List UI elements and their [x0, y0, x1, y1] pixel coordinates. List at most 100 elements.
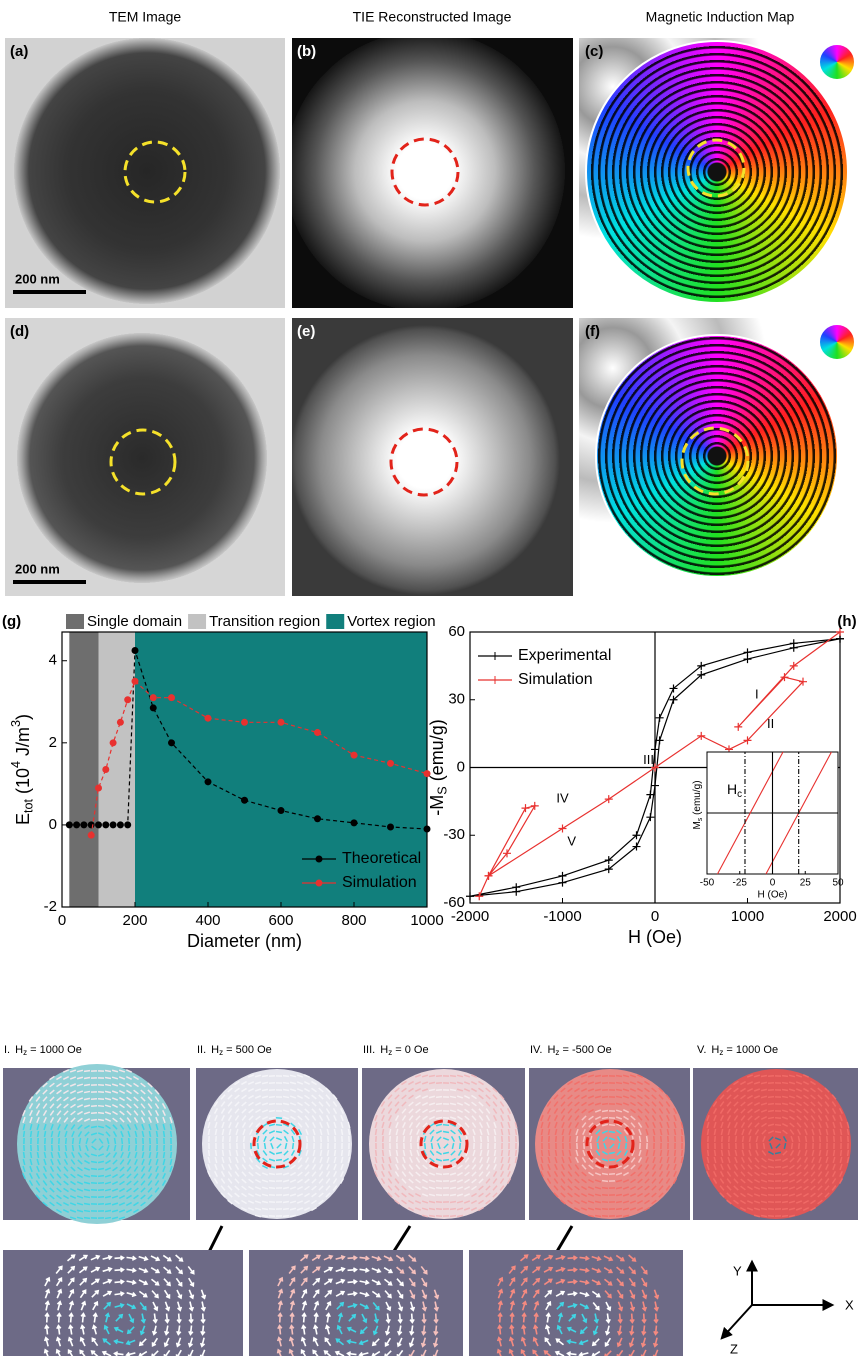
- field-arrow: [118, 1090, 126, 1094]
- field-arrow: [644, 1206, 650, 1212]
- field-arrow: [408, 1185, 414, 1191]
- field-arrow: [234, 1108, 240, 1114]
- field-arrow: [591, 1267, 602, 1274]
- field-arrow: [97, 1160, 105, 1164]
- field-arrow: [69, 1202, 77, 1206]
- field-arrow: [71, 1151, 75, 1159]
- field-arrow: [616, 1244, 624, 1249]
- field-arrow: [241, 1108, 247, 1114]
- field-arrow: [788, 1102, 796, 1106]
- field-arrow: [83, 1181, 91, 1185]
- field-arrow: [719, 1185, 725, 1191]
- field-arrow: [126, 1166, 132, 1172]
- field-arrow: [282, 1074, 290, 1078]
- panel-label: (h): [837, 613, 856, 630]
- field-arrow: [706, 1121, 710, 1129]
- field-arrow: [126, 1194, 132, 1200]
- field-arrow: [289, 1288, 296, 1299]
- field-arrow: [838, 1178, 844, 1184]
- simulation-label: III. Hz = 0 Oe: [363, 1044, 429, 1057]
- field-arrow: [458, 1135, 462, 1143]
- field-arrow: [69, 1083, 77, 1087]
- field-arrow: [254, 1095, 262, 1099]
- label-part: H: [211, 1044, 219, 1056]
- field-arrow: [824, 1114, 830, 1122]
- field-arrow: [567, 1087, 573, 1093]
- field-arrow: [335, 1338, 345, 1346]
- field-arrow: [450, 1157, 456, 1163]
- field-arrow: [651, 1101, 657, 1107]
- field-arrow: [415, 1101, 421, 1107]
- region-label: Single domain: [87, 613, 182, 630]
- field-arrow: [56, 1208, 62, 1214]
- field-arrow: [464, 1115, 470, 1121]
- field-arrow: [36, 1151, 40, 1159]
- field-arrow: [471, 1178, 477, 1184]
- field-arrow: [141, 1144, 145, 1152]
- field-arrow: [509, 1312, 515, 1323]
- field-arrow: [49, 1110, 55, 1116]
- field-arrow: [155, 1165, 159, 1173]
- field-arrow: [83, 1076, 91, 1080]
- field-arrow: [118, 1195, 126, 1199]
- field-arrow: [602, 1136, 608, 1142]
- field-arrow: [138, 1267, 149, 1274]
- field-arrow: [104, 1069, 112, 1073]
- field-arrow: [420, 1337, 427, 1348]
- field-arrow: [139, 1301, 147, 1311]
- field-arrow: [497, 1312, 503, 1323]
- field-arrow: [319, 1128, 323, 1136]
- field-arrow: [408, 1192, 414, 1198]
- field-arrow: [103, 1301, 112, 1310]
- field-arrow: [214, 1156, 218, 1164]
- field-arrow: [120, 1151, 124, 1159]
- field-arrow: [55, 1276, 63, 1287]
- field-arrow: [282, 1172, 290, 1176]
- field-arrow: [497, 1276, 504, 1287]
- field-arrow: [133, 1208, 139, 1214]
- data-point: [80, 821, 88, 829]
- data-point: [149, 704, 157, 712]
- field-arrow: [810, 1178, 816, 1184]
- field-arrow: [76, 1216, 84, 1220]
- field-arrow: [415, 1171, 421, 1177]
- field-arrow: [651, 1108, 657, 1114]
- field-arrow: [449, 1095, 457, 1099]
- field-arrow: [456, 1074, 464, 1078]
- field-arrow: [111, 1083, 119, 1087]
- field-arrow: [637, 1185, 643, 1191]
- region-label: Vortex region: [347, 613, 435, 630]
- field-arrow: [114, 1255, 125, 1261]
- field-arrow: [162, 1123, 166, 1131]
- field-arrow: [119, 1159, 125, 1165]
- field-arrow: [79, 1277, 88, 1286]
- field-arrow: [262, 1157, 268, 1163]
- field-arrow: [188, 1313, 194, 1324]
- field-arrow: [381, 1170, 385, 1178]
- field-arrow: [297, 1108, 303, 1114]
- field-arrow: [579, 1303, 590, 1310]
- field-arrow: [112, 1166, 118, 1172]
- field-arrow: [152, 1313, 158, 1324]
- field-arrow: [151, 1350, 159, 1356]
- field-arrow: [832, 1114, 836, 1122]
- field-arrow: [162, 1116, 166, 1124]
- field-arrow: [277, 1312, 283, 1323]
- field-arrow: [637, 1087, 643, 1093]
- field-arrow: [22, 1151, 26, 1159]
- field-arrow: [499, 1170, 505, 1178]
- field-arrow: [340, 1163, 344, 1171]
- field-arrow: [333, 1121, 337, 1129]
- field-arrow: [254, 1074, 262, 1078]
- field-arrow: [83, 1111, 91, 1115]
- field-arrow: [464, 1164, 470, 1170]
- field-arrow: [555, 1254, 566, 1261]
- field-arrow: [64, 1137, 68, 1145]
- field-arrow: [408, 1122, 414, 1128]
- field-arrow: [333, 1163, 337, 1171]
- field-arrow: [449, 1165, 457, 1169]
- field-arrow: [767, 1193, 775, 1197]
- field-arrow: [372, 1325, 379, 1336]
- field-arrow: [755, 1135, 759, 1143]
- panel-label: (e): [297, 323, 315, 340]
